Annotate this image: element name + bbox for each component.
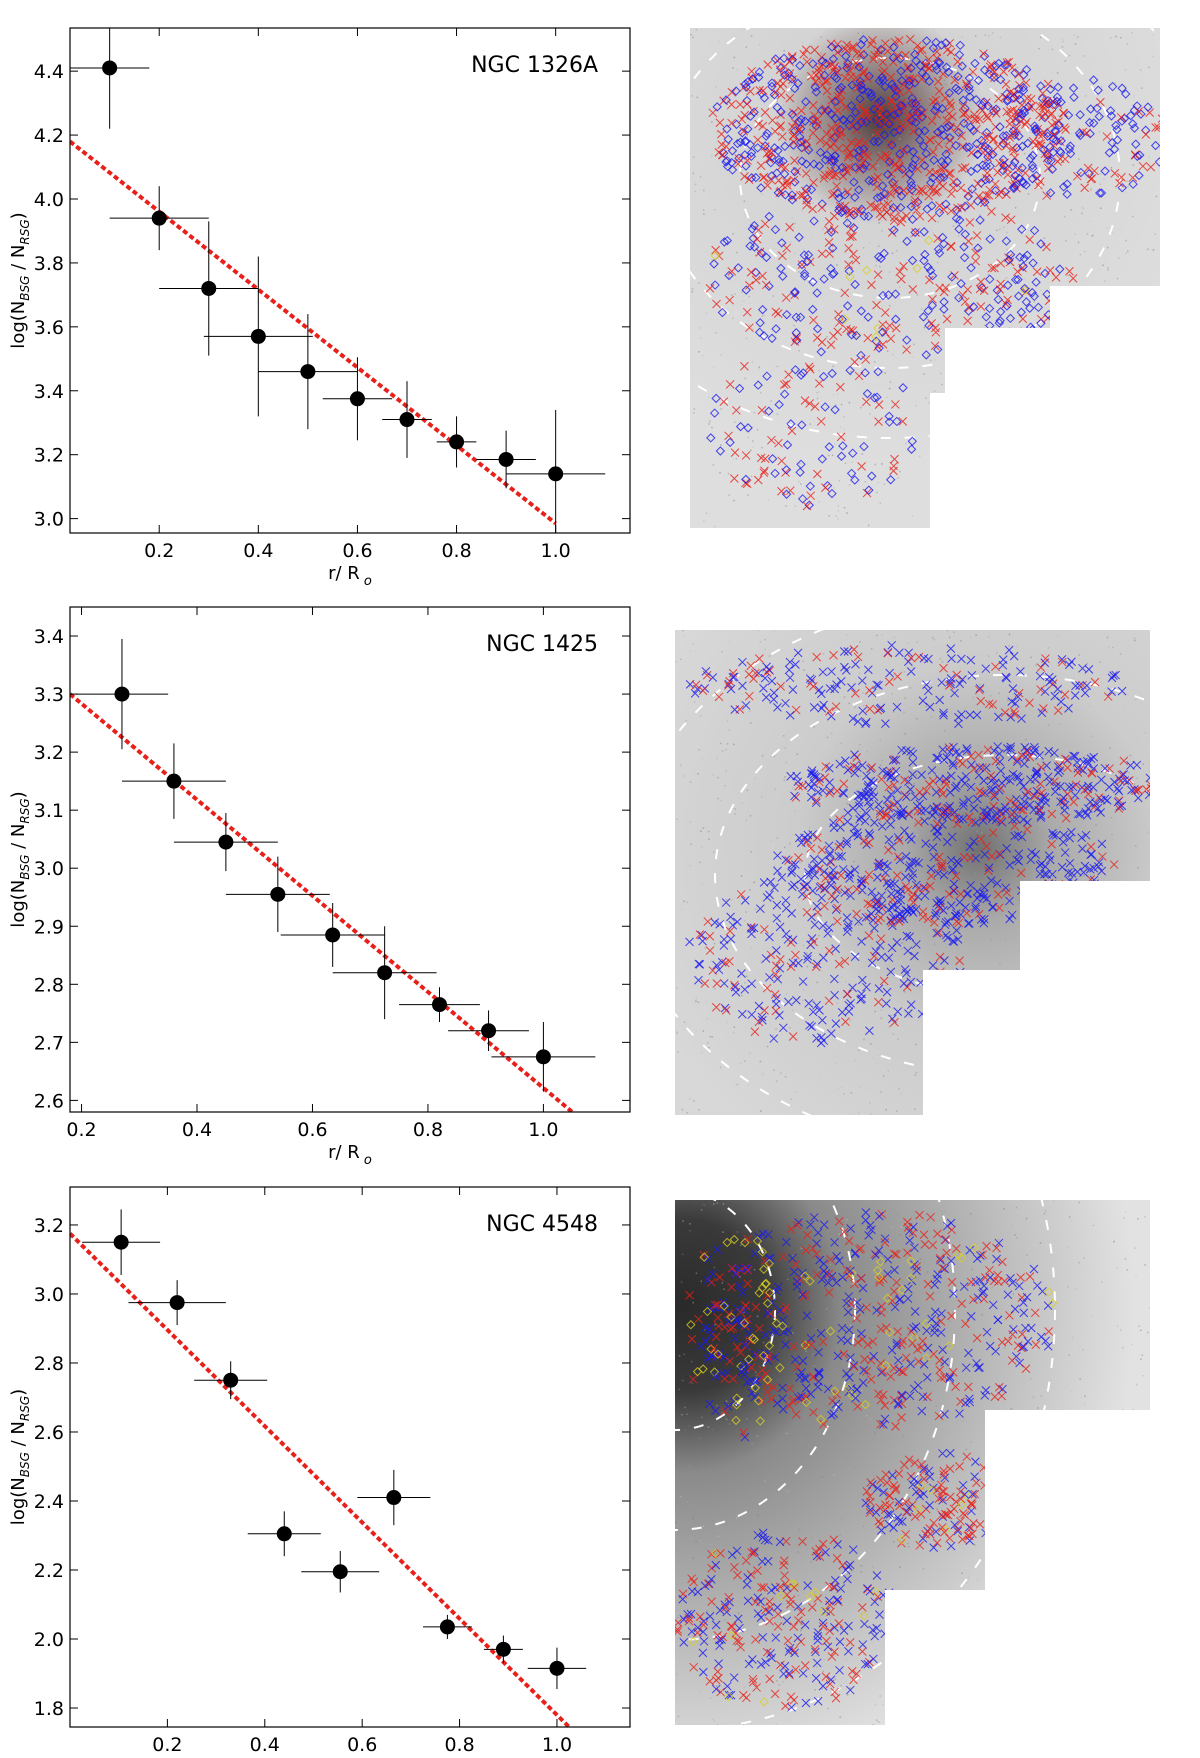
data-point [169, 1295, 185, 1311]
y-tick-label: 3.4 [34, 626, 64, 648]
plot-panel-3: 0.2 0.4 0.6 0.8 1.0 1.8 2.0 2.2 2.4 2.6 2.8 3.0 3.2 N… [8, 1186, 631, 1758]
y-tick-label: 2.8 [34, 1353, 64, 1375]
data-point [166, 773, 182, 789]
x-tick-label: 1.0 [541, 540, 571, 562]
data-point [481, 1023, 497, 1039]
data-point [102, 60, 118, 76]
y-tick-label: 2.6 [34, 1090, 64, 1112]
data-point [270, 886, 286, 902]
x-tick-label: 0.4 [182, 1119, 212, 1141]
y-tick-label: 3.0 [34, 509, 64, 531]
y-tick-label: 2.2 [34, 1560, 64, 1582]
data-point [495, 1641, 511, 1657]
data-point [431, 997, 447, 1013]
x-tick-label: 0.2 [144, 540, 174, 562]
y-tick-label: 3.4 [34, 381, 64, 403]
axes-frame [69, 606, 631, 1113]
fit-line [70, 1232, 571, 1727]
y-tick-label: 2.8 [34, 974, 64, 996]
x-tick-label: 1.0 [542, 1734, 572, 1756]
data-point [300, 364, 316, 380]
y-axis-label: log(NBSG / NRSG) [8, 791, 32, 927]
y-axis-label: log(NBSG / NRSG) [8, 212, 32, 348]
data-point [386, 1490, 402, 1506]
data-point [113, 1234, 129, 1250]
data-point [201, 280, 217, 296]
data-point [151, 210, 167, 226]
y-tick-label: 2.6 [34, 1422, 64, 1444]
x-tick-label: 1.0 [528, 1119, 558, 1141]
x-tick-label: 0.6 [347, 1734, 377, 1756]
y-tick-label: 3.8 [34, 253, 64, 275]
data-point [276, 1526, 292, 1542]
y-tick-label: 2.4 [34, 1491, 64, 1513]
y-tick-label: 3.2 [34, 1215, 64, 1237]
data-point [349, 391, 365, 407]
x-tick-label: 0.8 [444, 1734, 474, 1756]
y-tick-label: 3.1 [34, 800, 64, 822]
y-tick-label: 2.9 [34, 916, 64, 938]
fit-line [70, 139, 557, 525]
galaxy-image-svg [690, 28, 1160, 528]
panel-title: NGC 1425 [486, 632, 598, 657]
x-tick-label: 0.6 [297, 1119, 327, 1141]
data-point [498, 451, 514, 467]
data-point [223, 1372, 239, 1388]
y-tick-label: 4.0 [34, 189, 64, 211]
axes-frame [69, 27, 631, 534]
x-tick-label: 0.4 [243, 540, 273, 562]
data-point [399, 412, 415, 428]
y-axis-label: log(NBSG / NRSG) [8, 1389, 32, 1525]
axes-frame [69, 1186, 631, 1728]
data-point [325, 927, 341, 943]
y-tick-label: 3.2 [34, 742, 64, 764]
data-point [250, 328, 266, 344]
data-point [377, 965, 393, 981]
y-tick-label: 4.2 [34, 125, 64, 147]
y-tick-label: 3.0 [34, 1284, 64, 1306]
x-tick-label: 0.8 [441, 540, 471, 562]
y-tick-label: 2.0 [34, 1629, 64, 1651]
x-axis-label: r/ R o [328, 1142, 372, 1168]
plot-panel-1: 0.2 0.4 0.6 0.8 1.0 3.0 3.2 3.4 3.6 3.8 4.0 4.2 4.4 N… [8, 27, 631, 589]
data-point [439, 1619, 455, 1635]
y-tick-label: 3.2 [34, 445, 64, 467]
data-point [449, 434, 465, 450]
panel-title: NGC 1326A [471, 53, 598, 78]
x-tick-label: 0.8 [413, 1119, 443, 1141]
galaxy-image-svg [675, 1200, 1150, 1725]
x-tick-label: 0.2 [152, 1734, 182, 1756]
data-point [114, 686, 130, 702]
data-point [535, 1049, 551, 1065]
fit-line [70, 692, 574, 1112]
y-tick-label: 2.7 [34, 1032, 64, 1054]
y-tick-label: 3.3 [34, 684, 64, 706]
y-tick-label: 3.0 [34, 858, 64, 880]
x-tick-label: 0.6 [342, 540, 372, 562]
y-tick-label: 3.6 [34, 317, 64, 339]
galaxy-image-ngc-4548 [675, 1200, 1175, 1730]
y-tick-label: 4.4 [34, 61, 64, 83]
data-point [218, 834, 234, 850]
plot-panel-2: 0.2 0.4 0.6 0.8 1.0 2.6 2.7 2.8 2.9 3.0 3.1 3.2 3.3 3… [8, 606, 631, 1168]
data-point [548, 466, 564, 482]
galaxy-image-ngc-1326a [690, 28, 1190, 533]
x-axis-label: r/ R o [328, 563, 372, 589]
galaxy-image-svg [675, 630, 1150, 1115]
panel-title: NGC 4548 [486, 1212, 598, 1237]
data-point [332, 1564, 348, 1580]
x-tick-label: 0.4 [250, 1734, 280, 1756]
y-tick-label: 1.8 [34, 1698, 64, 1720]
galaxy-image-ngc-1425 [675, 625, 1165, 1120]
x-tick-label: 0.2 [66, 1119, 96, 1141]
data-point [549, 1660, 565, 1676]
